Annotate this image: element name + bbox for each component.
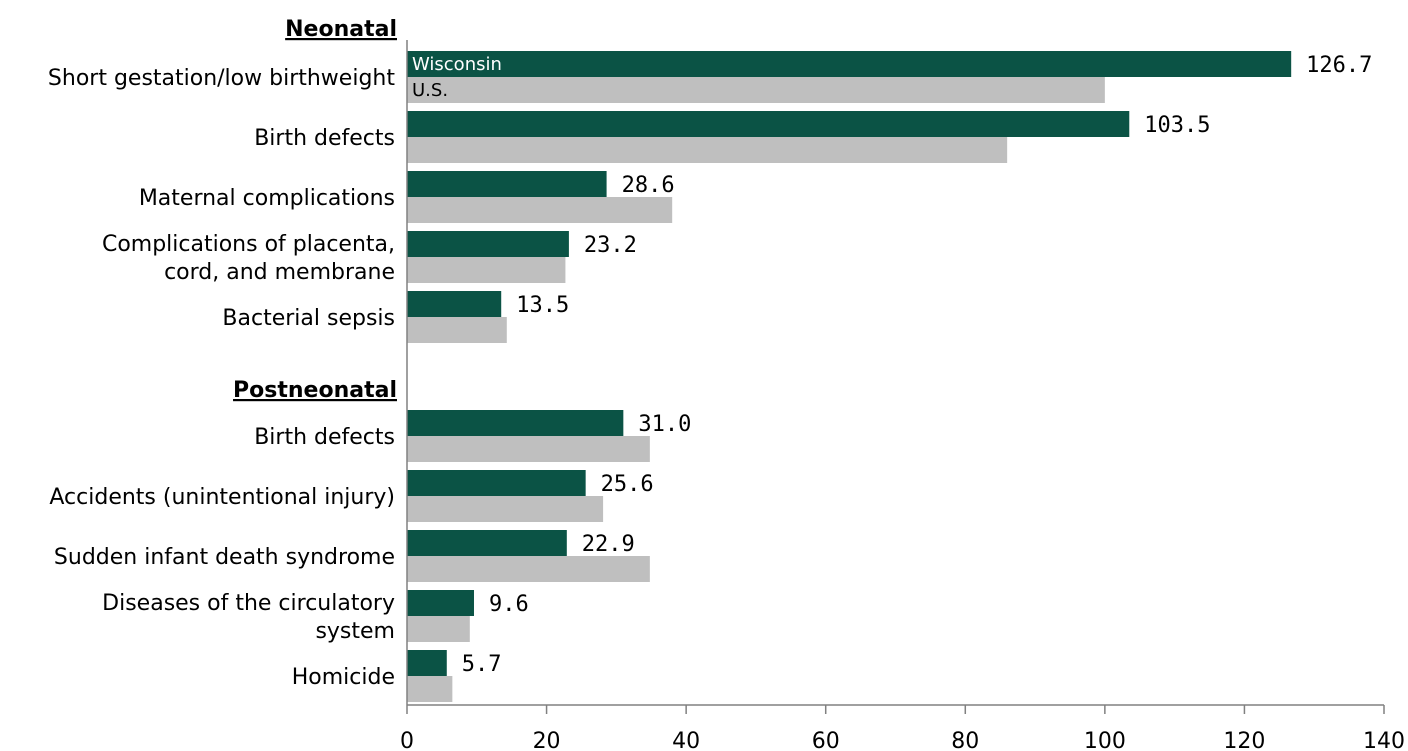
category-label: cord, and membrane <box>164 260 395 285</box>
data-label: 25.6 <box>601 472 654 497</box>
section-title: Neonatal <box>285 17 397 42</box>
x-tick-label: 140 <box>1363 729 1405 751</box>
category-label: Accidents (unintentional injury) <box>49 485 395 510</box>
category-label: Short gestation/low birthweight <box>48 66 395 91</box>
x-tick-label: 80 <box>951 729 979 751</box>
data-label: 126.7 <box>1306 53 1372 78</box>
legend-us: U.S. <box>412 80 448 101</box>
data-label: 28.6 <box>622 173 675 198</box>
bar-wisconsin <box>407 51 1292 77</box>
category-label: system <box>315 619 395 644</box>
bar-wisconsin <box>407 650 447 676</box>
x-tick-label: 100 <box>1084 729 1126 751</box>
category-label: Maternal complications <box>139 186 395 211</box>
category-label: Birth defects <box>254 126 395 151</box>
bar-us <box>407 77 1105 103</box>
bar-us <box>407 616 470 642</box>
category-label: Birth defects <box>254 425 395 450</box>
data-label: 13.5 <box>516 293 569 318</box>
bar-wisconsin <box>407 470 586 496</box>
bar-wisconsin <box>407 111 1130 137</box>
bar-wisconsin <box>407 410 624 436</box>
x-tick-label: 0 <box>400 729 414 751</box>
bar-us <box>407 197 673 223</box>
category-label: Sudden infant death syndrome <box>54 545 395 570</box>
data-label: 103.5 <box>1144 113 1210 138</box>
data-label: 23.2 <box>584 233 637 258</box>
data-label: 22.9 <box>582 532 635 557</box>
x-tick-label: 40 <box>672 729 700 751</box>
bar-wisconsin <box>407 530 567 556</box>
bar-wisconsin <box>407 231 569 257</box>
x-tick-label: 20 <box>533 729 561 751</box>
bar-wisconsin <box>407 590 474 616</box>
category-label: Homicide <box>292 665 395 690</box>
category-label: Diseases of the circulatory <box>102 591 395 616</box>
x-tick-label: 120 <box>1223 729 1265 751</box>
bar-us <box>407 137 1008 163</box>
bar-us <box>407 496 604 522</box>
x-tick-label: 60 <box>812 729 840 751</box>
bar-us <box>407 257 566 283</box>
category-label: Bacterial sepsis <box>222 306 395 331</box>
category-label: Complications of placenta, <box>102 232 395 257</box>
legend-wisconsin: Wisconsin <box>412 54 502 75</box>
bar-wisconsin <box>407 171 607 197</box>
bar-us <box>407 436 650 462</box>
bar-us <box>407 556 650 582</box>
section-title: Postneonatal <box>233 378 397 403</box>
bar-us <box>407 676 453 702</box>
bar-us <box>407 317 507 343</box>
data-label: 5.7 <box>462 652 502 677</box>
data-label: 31.0 <box>638 412 691 437</box>
data-label: 9.6 <box>489 592 529 617</box>
bar-wisconsin <box>407 291 502 317</box>
